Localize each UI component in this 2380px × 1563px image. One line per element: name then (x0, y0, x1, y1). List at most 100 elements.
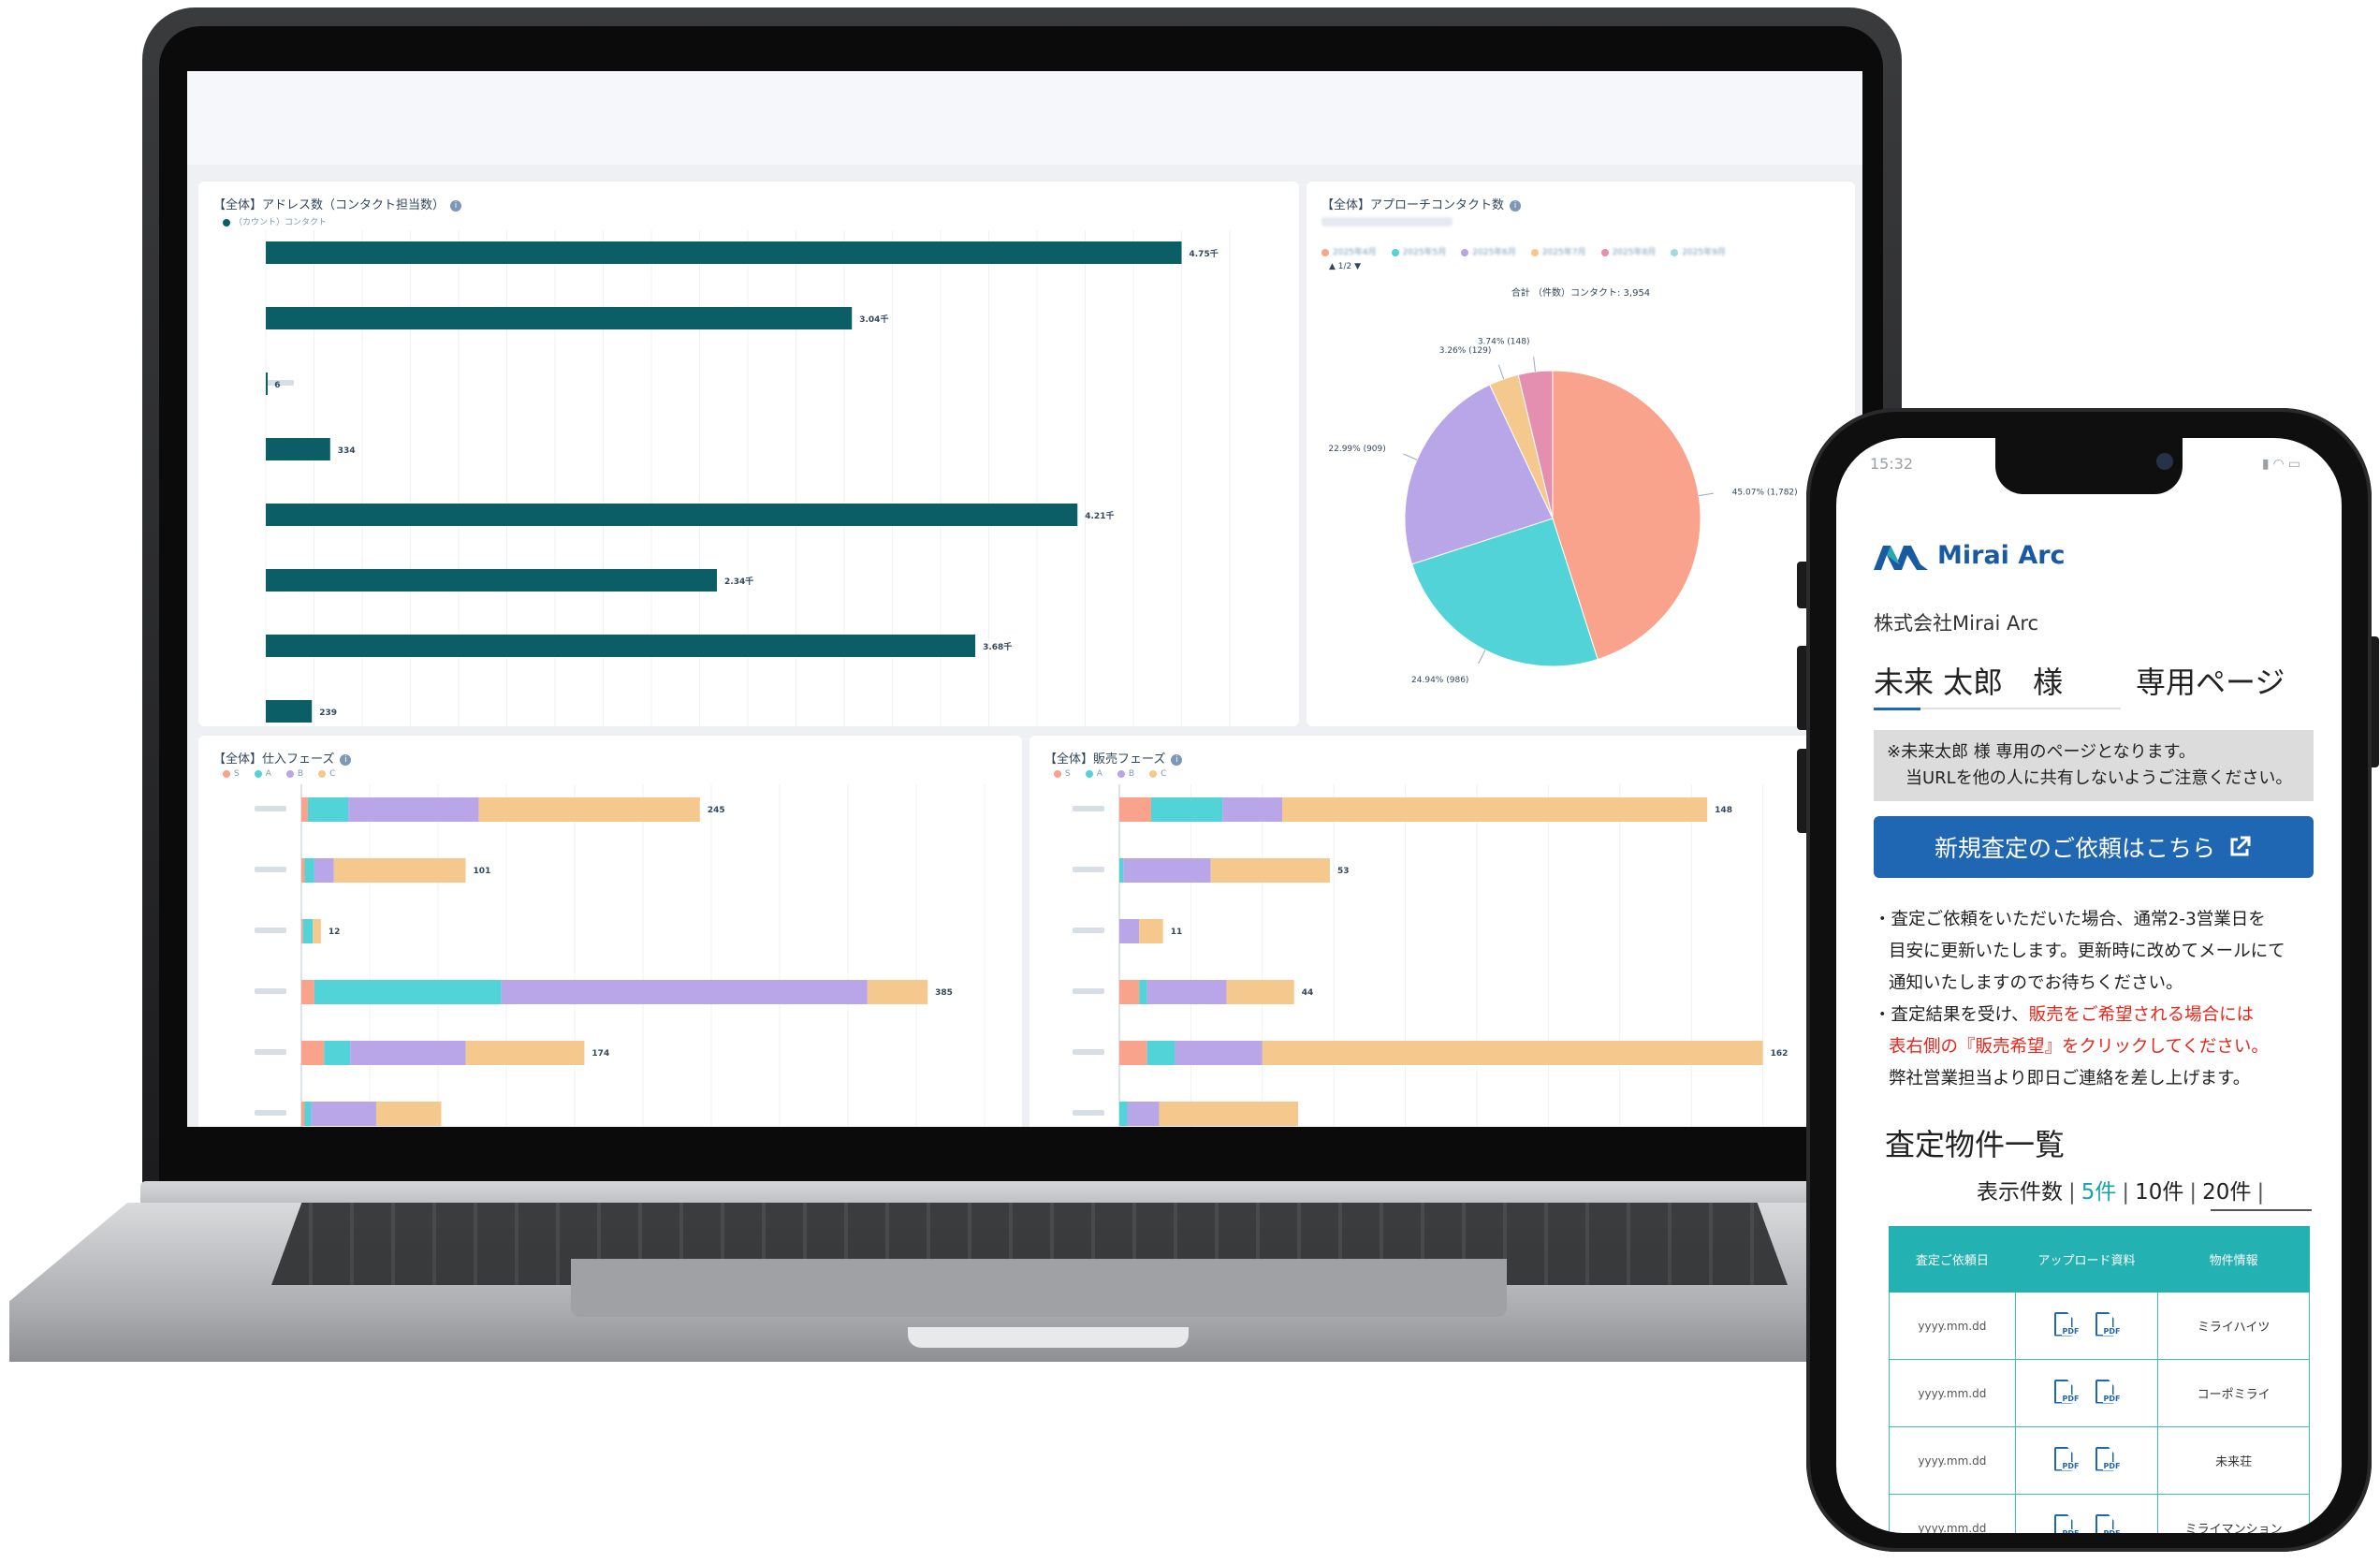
bar-segment (1226, 980, 1294, 1004)
bar-segment (1150, 797, 1223, 822)
new-appraisal-button[interactable]: 新規査定のご依頼はこちら (1874, 816, 2314, 878)
bar-segment (867, 980, 928, 1004)
data-label: 148 (1715, 806, 1732, 815)
cell-property[interactable]: コーポミライ (2157, 1359, 2310, 1427)
wifi-icon: ◠ (2272, 457, 2288, 472)
bar-segment (350, 1041, 466, 1065)
cell-documents: PDF PDF (2014, 1359, 2159, 1427)
bar-segment (301, 797, 308, 822)
bar-segment (1119, 797, 1151, 822)
category-label (255, 1049, 286, 1055)
pie-leader-line (1533, 357, 1536, 372)
status-icons: ▮◠▭ (2262, 457, 2304, 472)
data-label: 4.21千 (1085, 510, 1114, 521)
cell-date: yyyy.mm.dd (1889, 1359, 2016, 1427)
bar-segment (1139, 980, 1147, 1004)
legend-item[interactable]: 2025年9月 (1671, 245, 1726, 257)
pdf-icon[interactable]: PDF (2053, 1513, 2081, 1533)
bar-segment (301, 1102, 305, 1126)
category-label (1073, 988, 1104, 994)
company-name: 株式会社Mirai Arc (1874, 612, 2039, 635)
info-icon[interactable]: i (340, 753, 352, 766)
data-label: 3.04千 (859, 314, 888, 325)
legend-item[interactable]: C (1149, 769, 1166, 779)
legend: （カウント）コンタクト (223, 215, 327, 227)
data-label: 239 (319, 708, 337, 718)
page-size-option-5[interactable]: 5件 (2081, 1180, 2117, 1205)
info-icon[interactable]: i (1510, 199, 1522, 212)
info-text-highlight: 販売をご希望される場合には (2028, 1005, 2255, 1025)
legend-item[interactable]: 2025年6月 (1461, 245, 1516, 257)
legend-item[interactable]: A (254, 769, 271, 779)
bar-segment (1139, 919, 1163, 943)
pdf-icon[interactable]: PDF (2095, 1446, 2122, 1475)
bar-segment (501, 980, 868, 1004)
laptop-trackpad (571, 1259, 1507, 1317)
legend-item[interactable]: 2025年7月 (1530, 245, 1586, 257)
legend-item[interactable]: C (318, 769, 335, 779)
bar-segment (1119, 919, 1140, 943)
pie-slice-label: 22.99% (909) (1328, 445, 1385, 454)
cell-property[interactable]: ミライマンション (2157, 1494, 2310, 1533)
pie-slice-label: 24.94% (986) (1411, 676, 1468, 685)
camera-icon (2156, 453, 2173, 470)
user-name: 未来 太郎 様 (1874, 665, 2064, 700)
column-header-property: 物件情報 (2157, 1226, 2310, 1293)
cell-documents: PDF PDF (2014, 1292, 2159, 1360)
pdf-icon[interactable]: PDF (2095, 1311, 2122, 1340)
bar (266, 438, 330, 460)
info-line-highlight: 表右側の『販売希望』をクリックしてください。 (1889, 1037, 2269, 1057)
legend-dot (223, 218, 230, 226)
legend-item[interactable]: 2025年8月 (1600, 245, 1656, 257)
table-row[interactable]: yyyy.mm.dd PDF PDF 未来荘 (1889, 1426, 2310, 1495)
category-label (1073, 1049, 1104, 1055)
pdf-icon[interactable]: PDF (2095, 1379, 2122, 1408)
bar (266, 569, 718, 592)
bar-segment (348, 797, 479, 822)
page-size-option-10[interactable]: 10件 (2135, 1180, 2184, 1205)
mirai-arc-logo[interactable]: Mirai Arc (1874, 541, 2066, 570)
appraisal-table: 査定ご依頼日 アップロード資料 物件情報 yyyy.mm.dd PDF PDF ミライ… (1889, 1226, 2310, 1533)
page-size-option-20[interactable]: 20件 (2202, 1180, 2252, 1205)
info-icon[interactable]: i (1171, 753, 1183, 766)
battery-icon: ▭ (2287, 457, 2304, 472)
cell-property[interactable]: ミライハイツ (2157, 1292, 2310, 1360)
data-label: 2.34千 (724, 576, 753, 587)
bar-segment (301, 858, 305, 883)
pie-slice (1552, 370, 1701, 661)
pdf-icon[interactable]: PDF (2095, 1513, 2122, 1533)
info-icon[interactable]: i (450, 199, 462, 212)
bar (266, 504, 1078, 526)
bar-segment (1210, 858, 1330, 883)
legend-item[interactable]: 2025年4月 (1321, 245, 1377, 257)
legend-item[interactable]: B (285, 769, 303, 779)
cell-property[interactable]: 未来荘 (2157, 1426, 2310, 1495)
legend-item[interactable]: S (223, 769, 240, 779)
external-link-icon (2230, 836, 2251, 856)
pie-leader-line (1699, 492, 1714, 497)
legend-pager[interactable]: ▲ 1/2 ▼ (1329, 262, 1362, 271)
table-row[interactable]: yyyy.mm.dd PDF PDF コーポミライ (1889, 1359, 2310, 1427)
panel-approach-count: 【全体】アプローチコンタクト数 i 2025年4月 2025年5月 2025年6月 20… (1307, 182, 1855, 726)
panel-title: 【全体】アプローチコンタクト数 i (1321, 195, 1522, 212)
data-label: 3.68千 (983, 641, 1012, 652)
category-label (255, 988, 286, 994)
pie-slice-label: 3.74% (148) (1478, 337, 1530, 346)
table-row[interactable]: yyyy.mm.dd PDF PDF ミライハイツ (1889, 1292, 2310, 1360)
column-header-documents: アップロード資料 (2014, 1226, 2159, 1293)
cell-documents: PDF PDF (2014, 1494, 2159, 1533)
pdf-icon[interactable]: PDF (2053, 1379, 2081, 1408)
pdf-icon[interactable]: PDF (2053, 1311, 2081, 1340)
laptop-screen: 【全体】アドレス数（コンタクト担当数）i （カウント）コンタクト 0250500… (187, 71, 1862, 1127)
pdf-icon[interactable]: PDF (2053, 1446, 2081, 1475)
bar-segment (1262, 1041, 1763, 1065)
pie-leader-line (1478, 650, 1486, 665)
legend-item[interactable]: B (1117, 769, 1134, 779)
bar-segment (311, 1102, 376, 1126)
legend-item[interactable]: S (1054, 769, 1071, 779)
table-row[interactable]: yyyy.mm.dd PDF PDF ミライマンション (1889, 1494, 2310, 1533)
bar-segment (314, 858, 334, 883)
legend-item[interactable]: A (1085, 769, 1102, 779)
legend-item[interactable]: 2025年5月 (1391, 245, 1446, 257)
